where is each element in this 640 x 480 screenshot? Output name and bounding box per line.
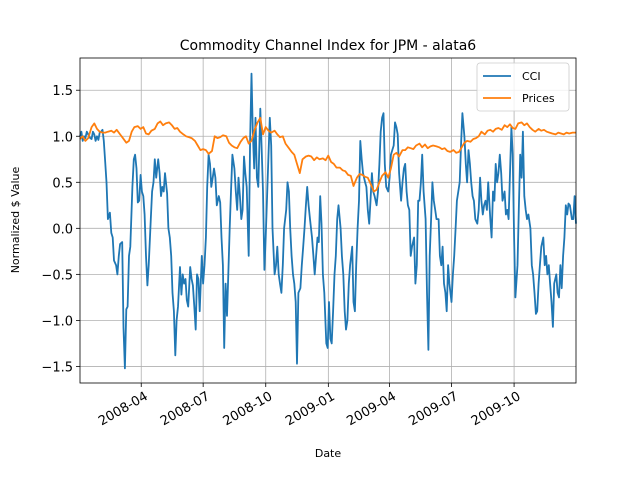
y-tick-label: −1.5 xyxy=(41,360,73,375)
legend: CCI Prices xyxy=(476,62,570,112)
plot-area xyxy=(79,57,577,384)
chart-title: Commodity Channel Index for JPM - alata6 xyxy=(180,38,477,54)
legend-label-prices: Prices xyxy=(522,92,555,105)
series-line-prices xyxy=(79,116,576,193)
legend-label-cci: CCI xyxy=(522,70,541,83)
y-tick-label: 1.0 xyxy=(52,130,73,145)
y-tick-label: 1.5 xyxy=(52,84,73,99)
y-axis-label: Normalized $ Value xyxy=(9,166,22,273)
y-tick-label: 0.5 xyxy=(52,176,73,191)
x-axis-label: Date xyxy=(315,447,342,460)
y-axis: −1.5 −1.0 −0.5 0.0 0.5 1.0 1.5 xyxy=(41,84,80,375)
y-tick-label: −0.5 xyxy=(41,268,73,283)
y-tick-label: −1.0 xyxy=(41,314,73,329)
series-lines xyxy=(79,72,577,370)
legend-box xyxy=(476,62,570,112)
y-tick-label: 0.0 xyxy=(52,222,73,237)
series-line-cci xyxy=(79,72,577,370)
